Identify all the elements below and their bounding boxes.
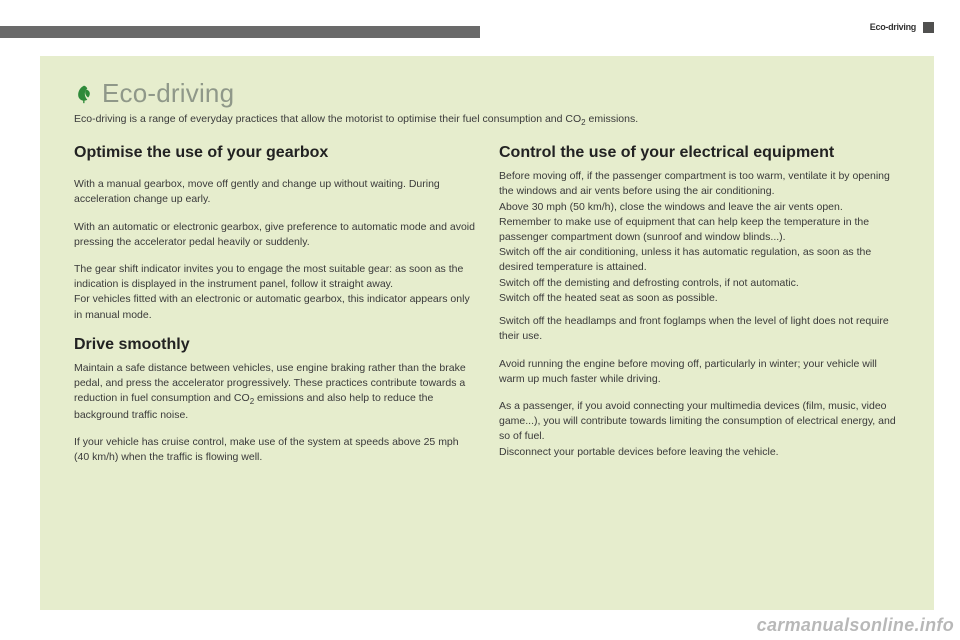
para-auto: With an automatic or electronic gearbox,… bbox=[74, 220, 475, 250]
intro-b: emissions. bbox=[586, 113, 639, 125]
para-passenger: As a passenger, if you avoid connecting … bbox=[499, 399, 900, 460]
leaf-icon bbox=[74, 84, 94, 104]
left-column: Optimise the use of your gearbox With a … bbox=[74, 143, 475, 478]
page-title: Eco-driving bbox=[102, 78, 234, 109]
para-before: Before moving off, if the passenger comp… bbox=[499, 169, 900, 306]
watermark: carmanualsonline.info bbox=[757, 615, 954, 636]
columns: Optimise the use of your gearbox With a … bbox=[74, 143, 900, 478]
heading-electrical: Control the use of your electrical equip… bbox=[499, 143, 900, 163]
right-column: Control the use of your electrical equip… bbox=[499, 143, 900, 478]
para-cruise: If your vehicle has cruise control, make… bbox=[74, 435, 475, 465]
header-marker bbox=[923, 22, 934, 33]
heading-smooth: Drive smoothly bbox=[74, 335, 475, 355]
para-manual: With a manual gearbox, move off gently a… bbox=[74, 177, 475, 207]
intro-text: Eco-driving is a range of everyday pract… bbox=[74, 113, 900, 127]
top-bar bbox=[0, 26, 480, 38]
para-headlamps: Switch off the headlamps and front fogla… bbox=[499, 314, 900, 344]
para-engine: Avoid running the engine before moving o… bbox=[499, 357, 900, 387]
section-label: Eco-driving bbox=[870, 22, 916, 32]
para-smooth: Maintain a safe distance between vehicle… bbox=[74, 361, 475, 423]
intro-a: Eco-driving is a range of everyday pract… bbox=[74, 113, 581, 125]
para-indicator: The gear shift indicator invites you to … bbox=[74, 262, 475, 323]
title-row: Eco-driving bbox=[74, 78, 900, 109]
heading-gearbox: Optimise the use of your gearbox bbox=[74, 143, 475, 163]
document-page: Eco-driving Eco-driving is a range of ev… bbox=[40, 56, 934, 610]
